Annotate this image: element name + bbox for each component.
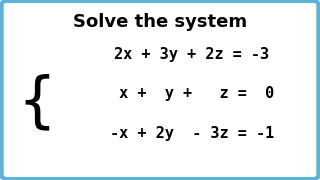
Text: {: { (17, 73, 56, 132)
Text: x +  y +   z =  0: x + y + z = 0 (110, 86, 274, 101)
FancyBboxPatch shape (2, 1, 318, 179)
Text: -x + 2y  - 3z = -1: -x + 2y - 3z = -1 (110, 126, 274, 141)
Text: 2x + 3y + 2z = -3: 2x + 3y + 2z = -3 (115, 46, 269, 62)
Text: Solve the system: Solve the system (73, 13, 247, 31)
